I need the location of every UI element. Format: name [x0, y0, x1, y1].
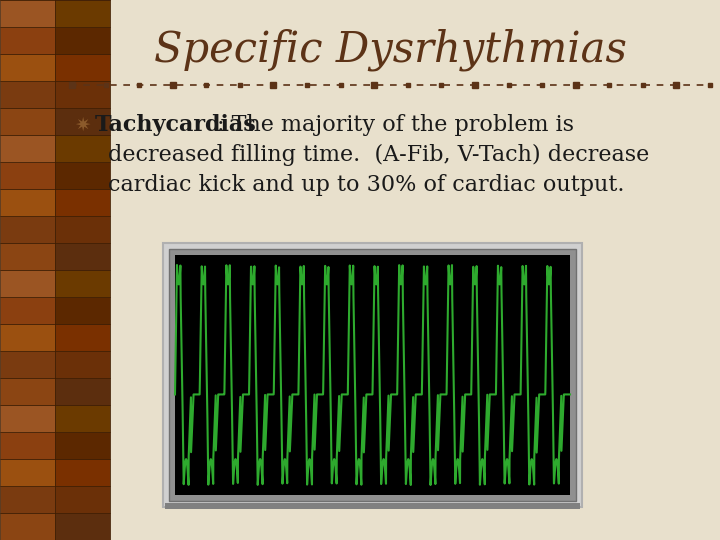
Bar: [0, 162, 55, 189]
Bar: [55, 486, 110, 513]
Bar: [0, 513, 55, 540]
Bar: [55, 54, 110, 81]
Bar: [55, 243, 110, 270]
Bar: [0, 297, 55, 324]
Bar: [55, 324, 110, 351]
Text: Tachycardias: Tachycardias: [95, 114, 257, 136]
Bar: [55, 270, 110, 297]
Bar: [0, 243, 55, 270]
Bar: [55, 351, 110, 378]
Text: cardiac kick and up to 30% of cardiac output.: cardiac kick and up to 30% of cardiac ou…: [108, 174, 624, 196]
Bar: [0, 0, 55, 27]
Bar: [0, 108, 55, 135]
Bar: [55, 405, 110, 432]
Bar: [165, 503, 580, 509]
Bar: [0, 459, 55, 486]
Bar: [55, 513, 110, 540]
Bar: [0, 324, 55, 351]
Bar: [55, 27, 110, 54]
Bar: [55, 135, 110, 162]
Bar: [175, 255, 570, 495]
Bar: [0, 378, 55, 405]
Text: : The majority of the problem is: : The majority of the problem is: [217, 114, 574, 136]
Bar: [55, 0, 110, 27]
Bar: [0, 270, 55, 297]
Bar: [0, 351, 55, 378]
Bar: [0, 189, 55, 216]
Bar: [55, 378, 110, 405]
Bar: [55, 297, 110, 324]
Text: decreased filling time.  (A-Fib, V-Tach) decrease: decreased filling time. (A-Fib, V-Tach) …: [108, 144, 649, 166]
Bar: [55, 81, 110, 108]
Bar: [0, 486, 55, 513]
Text: ✷: ✷: [74, 116, 90, 134]
Bar: [55, 162, 110, 189]
Bar: [163, 243, 582, 507]
Bar: [0, 432, 55, 459]
Bar: [55, 432, 110, 459]
Bar: [0, 81, 55, 108]
Bar: [0, 27, 55, 54]
Bar: [169, 249, 576, 501]
Bar: [55, 459, 110, 486]
Bar: [0, 405, 55, 432]
Bar: [55, 108, 110, 135]
Bar: [0, 135, 55, 162]
Bar: [55, 189, 110, 216]
Bar: [55, 216, 110, 243]
Text: Specific Dysrhythmias: Specific Dysrhythmias: [153, 29, 626, 71]
Bar: [0, 216, 55, 243]
Bar: [0, 54, 55, 81]
